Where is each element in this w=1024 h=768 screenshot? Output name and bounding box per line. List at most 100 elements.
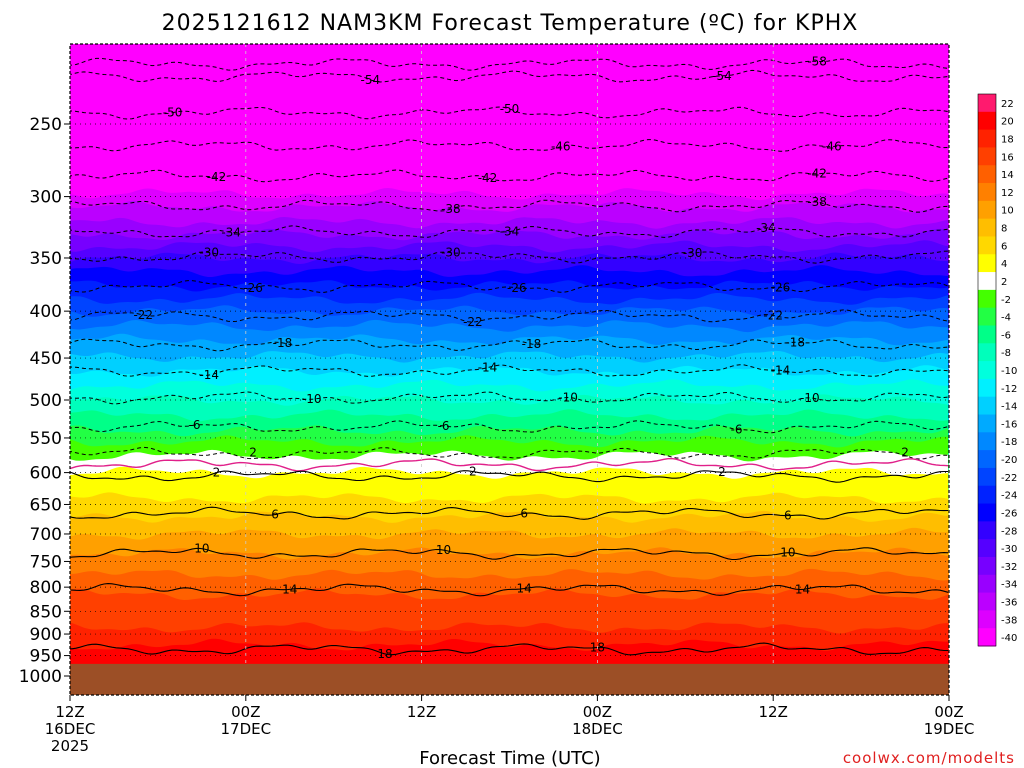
y-tick-label: 450 — [30, 349, 62, 369]
contour-positive — [70, 583, 949, 597]
contour-negative — [70, 280, 949, 293]
y-tick-label: 250 — [30, 115, 62, 135]
contour-label: -54 — [712, 69, 732, 83]
y-tick-label: 850 — [30, 602, 62, 622]
colorbar-swatch — [978, 200, 996, 220]
contour-negative — [70, 420, 949, 434]
colorbar-label: -10 — [1001, 366, 1017, 377]
contour-label: -46 — [822, 140, 842, 154]
contour-label: -26 — [507, 281, 527, 295]
y-tick-label: 700 — [30, 525, 62, 545]
colorbar-swatch — [978, 236, 996, 255]
colorbar-swatch — [978, 361, 996, 380]
colorbar-label: -30 — [1001, 544, 1017, 555]
contour-label: -6 — [438, 419, 450, 433]
colorbar-label: 12 — [1001, 188, 1014, 199]
contour-label: -22 — [463, 315, 483, 329]
contour-label: 10 — [780, 546, 795, 560]
contour-negative — [70, 309, 949, 323]
y-tick-label: 550 — [30, 429, 62, 449]
colorbar-label: -34 — [1001, 580, 1017, 591]
colorbar-label: -6 — [1001, 330, 1011, 341]
y-tick-label: 600 — [30, 464, 62, 484]
colorbar-swatch — [978, 343, 996, 362]
colorbar-label: 2 — [1001, 277, 1007, 288]
colorbar-label: -36 — [1001, 597, 1017, 608]
colorbar-swatch — [978, 94, 996, 113]
credit-text[interactable]: coolwx.com/modelts — [843, 749, 1015, 767]
contour-label: 6 — [520, 507, 528, 521]
contour-label: -6 — [189, 418, 201, 432]
y-tick-label: 400 — [30, 302, 62, 322]
contour-label: 2 — [718, 465, 726, 479]
colorbar-swatch — [978, 218, 996, 237]
colorbar-swatch — [978, 485, 996, 505]
contour-label: -18 — [273, 336, 293, 350]
colorbar-label: 4 — [1001, 259, 1007, 270]
contour-label: -42 — [207, 170, 227, 184]
colorbar-swatch — [978, 556, 996, 576]
contour-label: -34 — [756, 221, 776, 235]
contour-label: 6 — [271, 508, 279, 522]
y-tick-label: 650 — [30, 495, 62, 515]
plot-area: -58-54 -54-50 -50-46 -46-42 -42 -42-38 -38-34-… — [69, 43, 950, 696]
colorbar-swatch — [978, 628, 996, 647]
contour-label: -50 — [500, 102, 520, 116]
colorbar-label: -4 — [1001, 313, 1011, 324]
contour-negative — [70, 57, 949, 71]
contour-label: -14 — [199, 368, 219, 382]
colorbar-label: -2 — [1001, 295, 1011, 306]
contour-negative — [70, 225, 949, 238]
colorbar-swatch — [978, 289, 996, 309]
contour-label: -38 — [807, 195, 827, 209]
x-tick-label: 16DEC — [45, 720, 96, 738]
colorbar-label: -14 — [1001, 402, 1017, 413]
freezing-label: 2 — [901, 446, 909, 460]
colorbar-swatch — [978, 521, 996, 540]
x-tick-label: 12Z — [759, 703, 788, 721]
contour-label: 18 — [377, 647, 392, 661]
colorbar-swatch — [978, 129, 996, 148]
contour-negative — [70, 106, 949, 120]
colorbar-swatch — [978, 574, 996, 594]
contour-negative — [70, 391, 949, 405]
colorbar-label: 8 — [1001, 224, 1007, 235]
contour-label: -34 — [221, 225, 241, 239]
contour-label: 2 — [469, 465, 477, 479]
colorbar-swatch — [978, 272, 996, 291]
x-tick-label: 00Z — [934, 703, 963, 721]
contour-label: -6 — [731, 422, 743, 436]
colorbar-swatch — [978, 432, 996, 451]
colorbar-swatch — [978, 307, 996, 326]
colorbar-swatch — [978, 450, 996, 469]
y-axis: 250 300 350 400 450 500 550 600 650 700 750 800 850 9… — [19, 115, 70, 687]
contour-label: -46 — [551, 140, 571, 154]
contour-negative — [70, 139, 949, 152]
colorbar-label: 14 — [1001, 170, 1014, 181]
contour-label: -26 — [243, 281, 263, 295]
colorbar-frame — [977, 93, 997, 647]
colorbar-swatch — [978, 414, 996, 433]
contour-label: 14 — [282, 582, 297, 596]
contour-positive — [70, 642, 948, 656]
contour-label: -22 — [763, 308, 783, 322]
x-tick-label: 12Z — [407, 703, 436, 721]
contour-label: -22 — [133, 308, 153, 322]
contour-label: 6 — [784, 509, 792, 523]
colorbar-swatch — [978, 378, 996, 398]
colorbar-swatch — [978, 165, 996, 184]
freezing-line — [70, 457, 949, 472]
y-tick-label: 900 — [30, 625, 62, 645]
chart-title: 2025121612 NAM3KM Forecast Temperature (… — [162, 11, 859, 36]
x-tick-label: 18DEC — [572, 720, 623, 738]
colorbar-label: -20 — [1001, 455, 1017, 466]
y-tick-label: 350 — [30, 249, 62, 269]
contour-positive — [70, 547, 949, 561]
colorbar-label: -16 — [1001, 419, 1017, 430]
contour-label: -18 — [522, 337, 542, 351]
colorbar-label: -8 — [1001, 348, 1011, 359]
colorbar-label: -40 — [1001, 633, 1017, 644]
colorbar-label: 22 — [1001, 99, 1014, 110]
